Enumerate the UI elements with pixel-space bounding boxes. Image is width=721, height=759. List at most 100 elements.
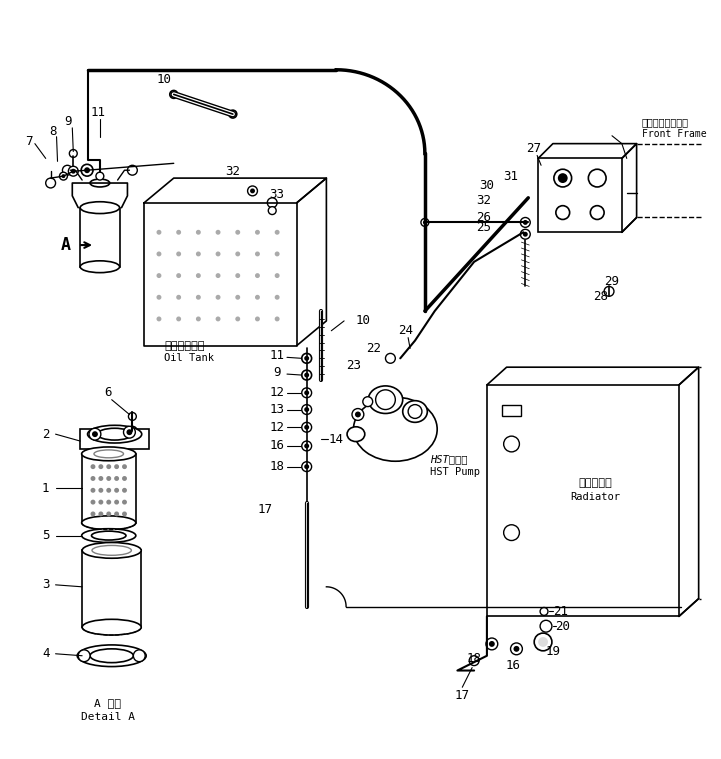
Text: 32: 32 xyxy=(477,194,492,207)
Ellipse shape xyxy=(347,427,365,442)
Circle shape xyxy=(176,317,181,321)
Ellipse shape xyxy=(353,397,437,461)
Ellipse shape xyxy=(81,516,136,530)
Circle shape xyxy=(304,425,309,430)
Ellipse shape xyxy=(368,386,403,414)
Circle shape xyxy=(540,607,548,616)
Text: 11: 11 xyxy=(270,349,285,362)
Ellipse shape xyxy=(77,645,146,666)
Text: 12: 12 xyxy=(270,420,285,433)
Circle shape xyxy=(235,230,240,235)
Circle shape xyxy=(98,465,103,469)
Circle shape xyxy=(128,412,136,420)
Circle shape xyxy=(106,499,111,505)
Circle shape xyxy=(156,251,162,257)
Circle shape xyxy=(98,512,103,516)
Text: HSTポンプ: HSTポンプ xyxy=(430,454,467,464)
Circle shape xyxy=(304,390,309,395)
Ellipse shape xyxy=(94,450,123,458)
Text: 33: 33 xyxy=(270,188,285,201)
Circle shape xyxy=(91,476,95,481)
Circle shape xyxy=(275,294,280,300)
Text: 22: 22 xyxy=(366,342,381,355)
Circle shape xyxy=(556,206,570,219)
Circle shape xyxy=(486,638,497,650)
Text: 18: 18 xyxy=(466,652,482,665)
Circle shape xyxy=(275,317,280,321)
Circle shape xyxy=(521,218,530,228)
Circle shape xyxy=(216,294,221,300)
Circle shape xyxy=(130,429,135,433)
Circle shape xyxy=(91,465,95,469)
Circle shape xyxy=(122,476,127,481)
Text: 18: 18 xyxy=(270,460,285,473)
Circle shape xyxy=(504,524,519,540)
Circle shape xyxy=(355,411,360,417)
Circle shape xyxy=(114,499,119,505)
Circle shape xyxy=(91,499,95,505)
Text: 2: 2 xyxy=(42,427,50,441)
Text: Oil Tank: Oil Tank xyxy=(164,354,214,364)
Circle shape xyxy=(268,206,276,215)
Circle shape xyxy=(63,165,72,175)
Circle shape xyxy=(123,427,136,438)
Circle shape xyxy=(255,251,260,257)
Text: HST Pump: HST Pump xyxy=(430,467,479,477)
Text: 10: 10 xyxy=(356,314,371,327)
Circle shape xyxy=(376,390,395,410)
Circle shape xyxy=(521,229,530,239)
Circle shape xyxy=(255,273,260,278)
Text: 23: 23 xyxy=(347,359,361,372)
Circle shape xyxy=(255,230,260,235)
Circle shape xyxy=(128,427,137,436)
Circle shape xyxy=(170,90,177,99)
Circle shape xyxy=(510,643,523,655)
Ellipse shape xyxy=(82,619,141,635)
Circle shape xyxy=(255,294,260,300)
Circle shape xyxy=(302,461,311,471)
Circle shape xyxy=(423,220,427,225)
Ellipse shape xyxy=(92,546,131,556)
Text: 29: 29 xyxy=(604,275,619,288)
Text: 17: 17 xyxy=(258,503,273,516)
Text: 6: 6 xyxy=(104,386,112,399)
Text: 1: 1 xyxy=(42,482,50,495)
Circle shape xyxy=(489,641,495,647)
Circle shape xyxy=(176,251,181,257)
Circle shape xyxy=(92,431,98,437)
Circle shape xyxy=(196,230,201,235)
Text: 25: 25 xyxy=(477,221,492,234)
Ellipse shape xyxy=(90,649,133,663)
Circle shape xyxy=(588,169,606,187)
Text: オイルタンク: オイルタンク xyxy=(164,341,204,351)
Circle shape xyxy=(122,499,127,505)
Circle shape xyxy=(421,219,429,226)
Text: フロントフレーム: フロントフレーム xyxy=(642,117,689,127)
Circle shape xyxy=(302,370,311,380)
Circle shape xyxy=(523,231,528,237)
Circle shape xyxy=(513,646,519,652)
Circle shape xyxy=(235,317,240,321)
Circle shape xyxy=(523,220,528,225)
Bar xyxy=(82,550,141,627)
Text: Detail A: Detail A xyxy=(81,712,135,722)
Circle shape xyxy=(304,373,309,377)
Circle shape xyxy=(196,317,201,321)
Ellipse shape xyxy=(81,447,136,461)
Circle shape xyxy=(133,650,145,662)
Circle shape xyxy=(114,512,119,516)
Text: 21: 21 xyxy=(553,605,568,618)
Text: 27: 27 xyxy=(526,142,541,155)
Circle shape xyxy=(98,488,103,493)
Circle shape xyxy=(78,650,90,662)
Circle shape xyxy=(156,273,162,278)
Circle shape xyxy=(304,407,309,412)
Text: 3: 3 xyxy=(42,578,50,591)
Circle shape xyxy=(84,167,90,173)
Circle shape xyxy=(98,499,103,505)
Circle shape xyxy=(304,356,309,361)
Circle shape xyxy=(122,488,127,493)
Circle shape xyxy=(302,422,311,432)
Text: 10: 10 xyxy=(156,73,172,86)
Ellipse shape xyxy=(92,531,126,540)
